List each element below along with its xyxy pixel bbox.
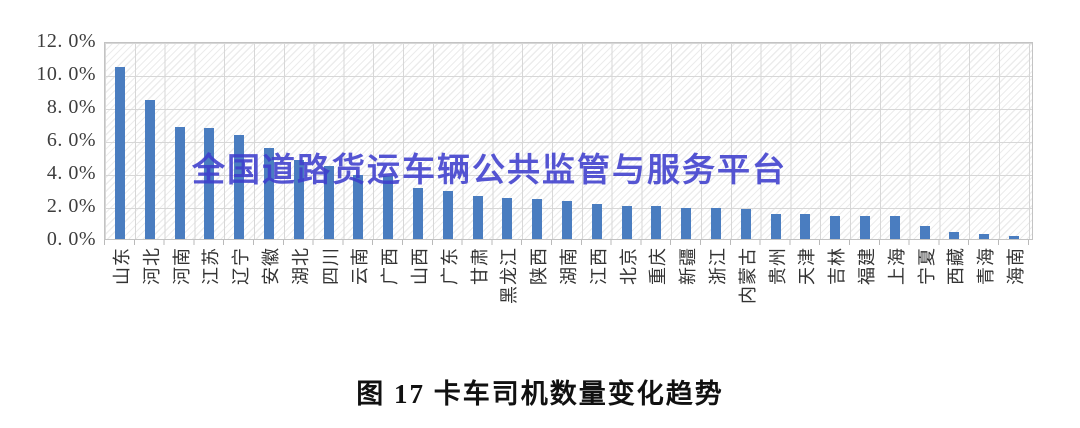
y-axis-tick-label: 12. 0%: [36, 30, 96, 52]
bar: [204, 128, 215, 239]
bar: [889, 215, 900, 239]
bar: [174, 126, 185, 239]
bar: [383, 176, 394, 239]
bar: [681, 207, 692, 239]
bar: [651, 206, 662, 239]
figure-caption: 图 17 卡车司机数量变化趋势: [356, 379, 724, 409]
bar: [740, 209, 751, 239]
y-axis-tick-label: 4. 0%: [46, 162, 96, 184]
bar: [263, 148, 274, 239]
bar: [949, 232, 960, 239]
bar: [979, 234, 990, 239]
bar: [591, 204, 602, 239]
y-axis-tick-label: 8. 0%: [46, 96, 96, 118]
bar: [919, 225, 930, 239]
y-axis-tick-label: 6. 0%: [46, 129, 96, 151]
y-axis-tick-label: 10. 0%: [36, 63, 96, 85]
bar: [114, 67, 125, 239]
bar: [234, 135, 245, 239]
bar: [293, 159, 304, 239]
bar: [323, 166, 334, 239]
bar: [830, 215, 841, 239]
bar: [502, 197, 513, 239]
bar: [532, 199, 543, 239]
x-axis-ticks: [104, 240, 1033, 245]
y-axis-tick-label: 2. 0%: [46, 195, 96, 217]
bar: [1008, 235, 1019, 239]
watermark-text: 全国道路货运车辆公共监管与服务平台: [192, 151, 787, 188]
bar: [800, 214, 811, 239]
bar: [353, 174, 364, 239]
bar: [710, 207, 721, 239]
bar: [412, 187, 423, 239]
bar: [561, 201, 572, 239]
bar: [770, 214, 781, 239]
plot-area: [104, 42, 1033, 240]
bar: [621, 206, 632, 239]
bar: [859, 215, 870, 239]
bar: [442, 191, 453, 239]
bar: [144, 100, 155, 239]
y-axis-tick-label: 0. 0%: [46, 228, 96, 250]
bar: [472, 196, 483, 239]
